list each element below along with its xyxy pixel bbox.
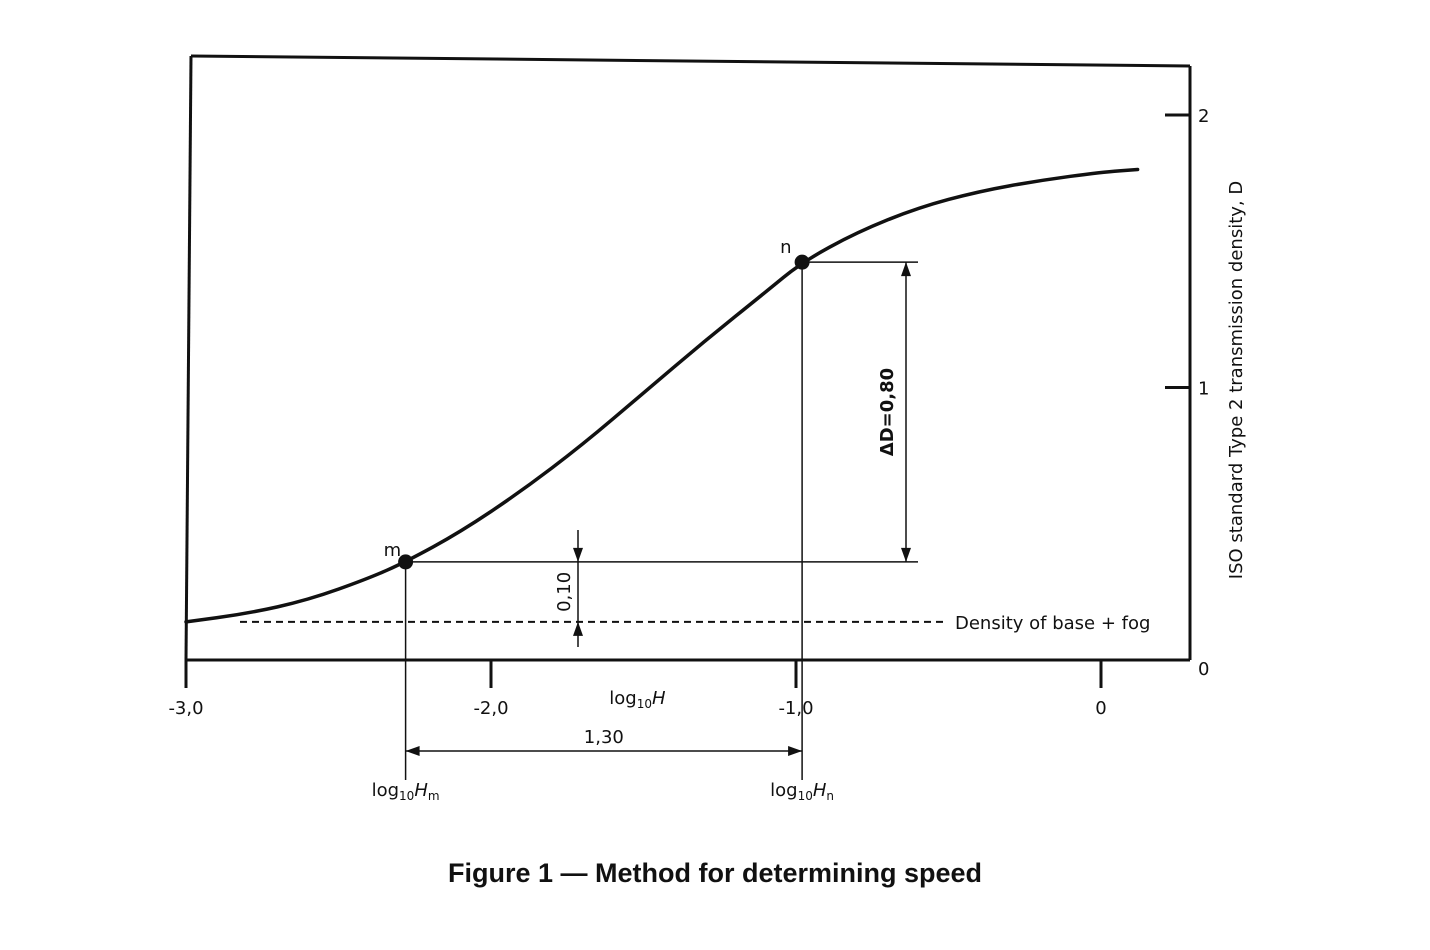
x-axis-title: log10H [609,688,666,711]
frame-left [184,55,193,661]
base-fog-label: Density of base + fog [955,613,1150,634]
y-axis-title: ISO standard Type 2 transmission density… [1226,181,1247,579]
point-m-label: m [384,540,402,561]
log-hm-label: log10Hm [372,780,440,803]
x-tick-label: -3,0 [168,698,203,719]
figure-caption: Figure 1 — Method for determining speed [447,858,983,888]
delta-d-label: ΔD=0,80 [877,368,898,456]
point-m-marker [398,554,414,570]
density-curve [184,167,1140,624]
x-tick-label: -1,0 [778,698,813,719]
delta-base-arrow-bottom [573,621,583,636]
point-n-marker [794,254,810,270]
frame-top [190,54,1191,68]
delta-base-arrow-top [573,547,583,562]
y-tick-label: 2 [1198,106,1209,127]
x-tick-label: -2,0 [473,698,508,719]
y-tick-label: 0 [1198,659,1209,680]
log-hn-label: log10Hn [770,780,834,803]
delta-base-label: 0,10 [554,572,575,612]
delta-d-arrow-top [901,262,911,277]
delta-log-arrow-right [788,746,803,756]
delta-log-arrow-left [405,746,420,756]
point-n-label: n [780,237,791,258]
delta-log-label: 1,30 [584,727,624,748]
x-tick-label: 0 [1095,698,1106,719]
delta-d-arrow-bottom [901,547,911,562]
y-tick-label: 1 [1198,379,1209,400]
